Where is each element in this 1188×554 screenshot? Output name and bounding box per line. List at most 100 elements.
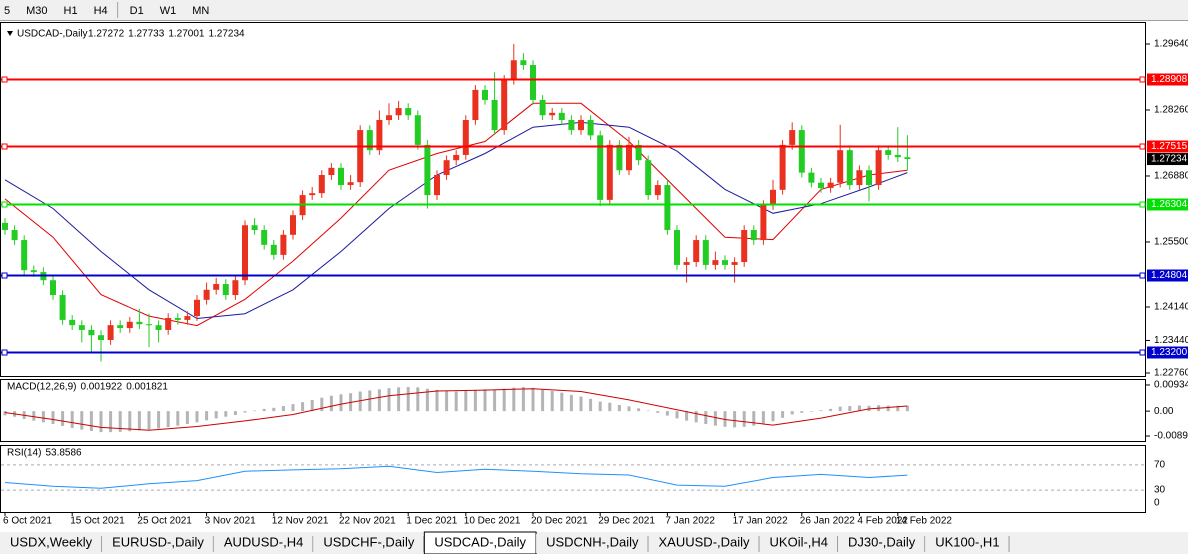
tab-label[interactable]: AUDUSD-,H4 bbox=[224, 534, 303, 549]
tab[interactable]: USDCAD-,Daily bbox=[423, 531, 537, 554]
candle-body bbox=[261, 230, 268, 245]
tab[interactable]: USDCNH-,Daily bbox=[536, 534, 649, 553]
timeframe-button[interactable]: M30 bbox=[26, 5, 47, 17]
tab[interactable]: EURUSD-,Daily bbox=[102, 534, 214, 553]
macd-bar bbox=[80, 411, 84, 430]
candle-body bbox=[875, 150, 882, 186]
candle-body bbox=[606, 144, 613, 200]
tab-label[interactable]: UKOil-,H4 bbox=[770, 534, 829, 549]
candle-body bbox=[558, 112, 565, 121]
candle-body bbox=[673, 230, 680, 265]
candle-body bbox=[270, 244, 277, 255]
candle-body bbox=[510, 60, 517, 80]
candle-body bbox=[789, 130, 796, 145]
candle-body bbox=[78, 325, 85, 330]
ohlc-readout: 1.27234 bbox=[208, 29, 245, 40]
macd-bar bbox=[214, 411, 218, 419]
macd-bar bbox=[781, 411, 785, 418]
level-price-label: 1.28908 bbox=[1151, 74, 1188, 85]
level-price-label: 1.23200 bbox=[1151, 347, 1188, 358]
y-tick-label: 1.28260 bbox=[1154, 105, 1188, 116]
macd-bar bbox=[339, 394, 343, 412]
tab[interactable]: XAUUSD-,Daily bbox=[648, 534, 760, 553]
macd-bar bbox=[656, 411, 660, 413]
macd-bar bbox=[608, 402, 612, 412]
indicator-line bbox=[4, 388, 908, 431]
tab[interactable]: DJ30-,Daily bbox=[838, 534, 926, 553]
x-tick-label: 20 Dec 2021 bbox=[531, 516, 588, 527]
candle-body bbox=[107, 325, 114, 340]
rsi-panel bbox=[0, 445, 1146, 513]
y-tick-label: 0.00 bbox=[1154, 406, 1174, 417]
candle-body bbox=[376, 120, 383, 151]
macd-bar bbox=[493, 389, 497, 412]
candle-body bbox=[529, 65, 536, 100]
x-tick-label: 4 Feb 2022 bbox=[857, 516, 908, 527]
timeframe-button[interactable]: W1 bbox=[160, 5, 177, 17]
macd-bar bbox=[445, 390, 449, 412]
macd-bar bbox=[646, 410, 650, 412]
macd-bar bbox=[685, 411, 689, 421]
macd-bar bbox=[377, 389, 381, 412]
tab-label[interactable]: USDX,Weekly bbox=[10, 534, 93, 549]
level-handle bbox=[1139, 201, 1146, 208]
candle-body bbox=[625, 144, 632, 171]
candle-body bbox=[145, 324, 152, 326]
tab[interactable]: UK100-,H1 bbox=[925, 534, 1010, 553]
candle-body bbox=[405, 108, 412, 116]
timeframe-button[interactable]: D1 bbox=[130, 5, 144, 17]
timeframe-button[interactable]: H1 bbox=[64, 5, 78, 17]
tab[interactable]: AUDUSD-,H4 bbox=[213, 534, 314, 553]
tab-label[interactable]: USDCAD-,Daily bbox=[434, 534, 526, 549]
macd-bar bbox=[761, 411, 765, 424]
tab[interactable]: UKOil-,H4 bbox=[759, 534, 839, 553]
indicator-readout: 53.8586 bbox=[45, 448, 82, 459]
tab-label[interactable]: XAUUSD-,Daily bbox=[659, 534, 751, 549]
tab-background bbox=[838, 534, 926, 553]
candle-body bbox=[635, 144, 642, 161]
tab-background bbox=[648, 534, 760, 553]
macd-bar bbox=[886, 405, 890, 412]
x-tick-label: 17 Jan 2022 bbox=[733, 516, 788, 527]
macd-bar bbox=[205, 411, 209, 421]
candle-body bbox=[702, 240, 709, 265]
candle-body bbox=[750, 230, 757, 241]
candle-body bbox=[232, 280, 239, 296]
tab-label[interactable]: UK100-,H1 bbox=[935, 534, 999, 549]
indicator-line bbox=[4, 465, 908, 489]
candle-body bbox=[654, 185, 661, 196]
tab-label[interactable]: USDCNH-,Daily bbox=[546, 534, 639, 549]
level-handle bbox=[1139, 143, 1146, 150]
candle-body bbox=[693, 240, 700, 263]
tab-label[interactable]: DJ30-,Daily bbox=[848, 534, 916, 549]
x-tick-label: 15 Oct 2021 bbox=[70, 516, 125, 527]
tab[interactable]: USDX,Weekly bbox=[0, 534, 103, 553]
macd-bar bbox=[301, 402, 305, 412]
timeframe-button[interactable]: H4 bbox=[94, 5, 108, 17]
macd-bar bbox=[368, 390, 372, 412]
macd-bar bbox=[790, 411, 794, 415]
macd-bar bbox=[41, 411, 45, 423]
macd-bar bbox=[627, 406, 631, 412]
level-handle bbox=[1, 272, 8, 279]
timeframe-button[interactable]: 5 bbox=[4, 5, 10, 17]
timeframe-button[interactable]: MN bbox=[192, 5, 209, 17]
macd-bar bbox=[560, 392, 564, 412]
macd-bar bbox=[109, 411, 113, 433]
tab-label[interactable]: EURUSD-,Daily bbox=[112, 534, 204, 549]
macd-bar bbox=[512, 387, 516, 412]
tab[interactable]: USDCHF-,Daily bbox=[313, 534, 425, 553]
level-handle bbox=[1, 76, 8, 83]
macd-bar bbox=[166, 411, 170, 428]
candle-body bbox=[337, 167, 344, 186]
macd-bar bbox=[550, 390, 554, 412]
candle-body bbox=[520, 60, 527, 66]
candle-body bbox=[155, 325, 162, 330]
macd-bar bbox=[713, 411, 717, 426]
y-tick-label: 1.22760 bbox=[1154, 368, 1188, 379]
candle-body bbox=[193, 299, 200, 317]
tab-label[interactable]: USDCHF-,Daily bbox=[323, 534, 415, 549]
candle-body bbox=[136, 321, 143, 325]
candle-body bbox=[59, 295, 66, 320]
